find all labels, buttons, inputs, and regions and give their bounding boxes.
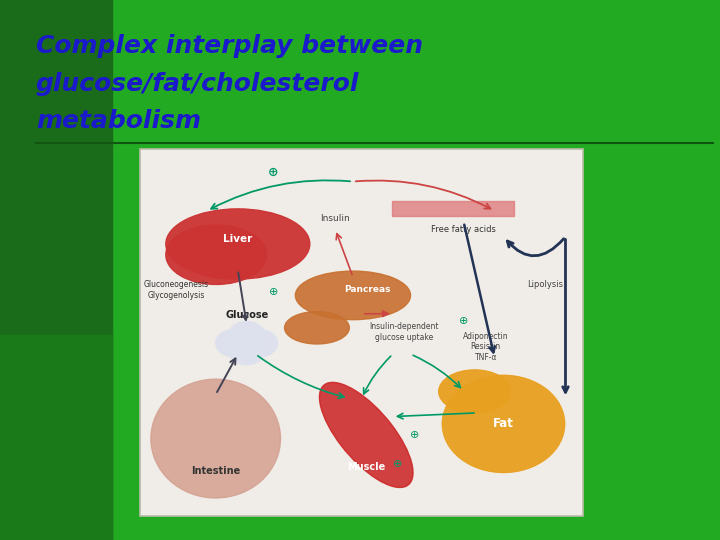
Text: ⊕: ⊕ <box>459 316 468 326</box>
Text: Lipolysis: Lipolysis <box>528 280 564 289</box>
Circle shape <box>216 329 252 356</box>
Ellipse shape <box>442 375 564 472</box>
Text: Liver: Liver <box>223 234 253 244</box>
Text: ⊕: ⊕ <box>268 166 279 179</box>
Text: Insulin: Insulin <box>320 214 350 223</box>
Text: Complex interplay between: Complex interplay between <box>36 34 423 58</box>
Bar <box>140 148 583 516</box>
Ellipse shape <box>166 209 310 279</box>
Text: Pancreas: Pancreas <box>344 286 390 294</box>
Circle shape <box>229 321 265 348</box>
Ellipse shape <box>295 271 410 320</box>
Ellipse shape <box>320 382 413 488</box>
Text: glucose/fat/cholesterol: glucose/fat/cholesterol <box>36 72 359 96</box>
Text: Intestine: Intestine <box>191 466 240 476</box>
Circle shape <box>229 329 265 356</box>
Ellipse shape <box>284 312 349 344</box>
Bar <box>0 0 112 540</box>
Ellipse shape <box>438 370 510 413</box>
Text: ⊕: ⊕ <box>269 287 278 296</box>
Text: Insulin-dependent
glucose uptake: Insulin-dependent glucose uptake <box>369 322 438 342</box>
Text: ⊕: ⊕ <box>410 430 420 440</box>
Text: Fat: Fat <box>493 417 514 430</box>
Text: Free fatty acids: Free fatty acids <box>431 225 496 233</box>
Ellipse shape <box>166 225 266 285</box>
Text: metabolism: metabolism <box>36 110 201 133</box>
Bar <box>392 201 514 216</box>
Circle shape <box>229 338 265 364</box>
Text: Glucose: Glucose <box>225 310 269 320</box>
Text: Gluconeogenesis
Glycogenolysis: Gluconeogenesis Glycogenolysis <box>143 280 208 300</box>
Text: Adiponectin
Resistin
TNF-α: Adiponectin Resistin TNF-α <box>463 332 508 362</box>
Circle shape <box>242 329 278 356</box>
Bar <box>0 335 112 540</box>
Ellipse shape <box>151 379 281 498</box>
Text: ⊕: ⊕ <box>392 460 402 469</box>
Text: Muscle: Muscle <box>347 462 385 472</box>
